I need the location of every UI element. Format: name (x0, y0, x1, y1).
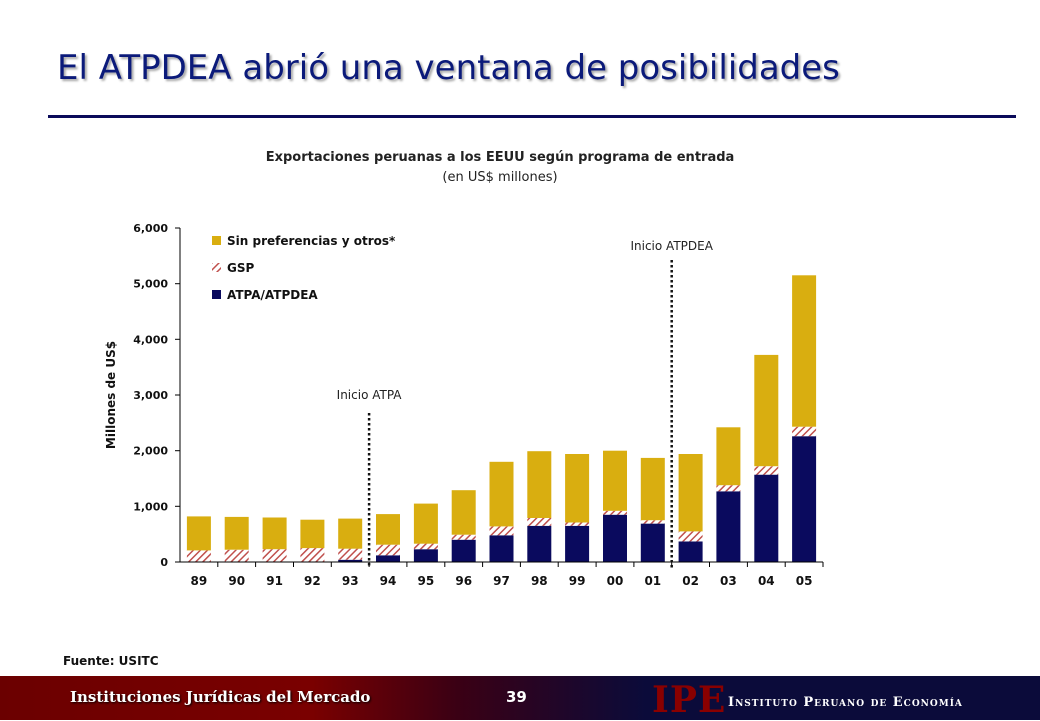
bar-atpa (678, 541, 703, 562)
bar-atpa (754, 474, 779, 562)
bar-atpa (451, 539, 476, 562)
y-tick-label: 3,000 (133, 389, 168, 402)
x-tick-label: 92 (304, 574, 321, 588)
bar-gsp (376, 544, 400, 556)
bar-atpa (565, 525, 590, 562)
y-tick-label: 1,000 (133, 500, 168, 513)
x-tick-label: 04 (758, 574, 775, 588)
bar-sin-preferencias (186, 516, 211, 551)
bar-gsp (262, 549, 287, 562)
bar-gsp (489, 526, 514, 536)
bar-gsp (338, 548, 363, 560)
bar-atpa (489, 535, 514, 562)
source-note: Fuente: USITC (63, 654, 159, 668)
bar-sin-preferencias (565, 454, 590, 523)
title-divider (48, 115, 1016, 118)
bar-sin-preferencias (754, 354, 779, 467)
bar-gsp (413, 543, 438, 550)
x-tick-label: 99 (569, 574, 586, 588)
bar-gsp (678, 531, 703, 542)
bar-sin-preferencias (489, 461, 514, 527)
x-tick-label: 91 (266, 574, 283, 588)
x-tick-label: 03 (720, 574, 737, 588)
annotation-label: Inicio ATPDEA (630, 239, 713, 253)
y-tick-label: 4,000 (133, 333, 168, 346)
bar-sin-preferencias (224, 516, 249, 550)
bar-atpa (716, 491, 741, 562)
chart-title: Exportaciones peruanas a los EEUU según … (265, 150, 735, 165)
y-axis-label: Millones de US$ (104, 341, 118, 449)
bar-atpa (338, 559, 363, 562)
x-tick-label: 93 (342, 574, 359, 588)
bar-atpa (376, 555, 400, 562)
bar-sin-preferencias (300, 519, 325, 549)
legend-swatch (212, 290, 221, 299)
x-tick-label: 94 (380, 574, 397, 588)
x-tick-label: 97 (493, 574, 510, 588)
stacked-bar-chart: 89 90 91 92 93 94 95 96 97 98 99 00 01 02 03 04 05 0 1,000… (104, 222, 824, 588)
legend-swatch (212, 263, 221, 272)
bar-sin-preferencias (716, 427, 741, 486)
bar-atpa (603, 514, 627, 562)
bar-gsp (451, 534, 476, 540)
x-tick-label: 05 (796, 574, 813, 588)
x-tick-label: 89 (191, 574, 208, 588)
x-tick-label: 00 (607, 574, 624, 588)
bar-gsp (224, 549, 249, 562)
bar-sin-preferencias (640, 457, 665, 521)
bar-sin-preferencias (451, 490, 476, 535)
bar-gsp (300, 548, 325, 562)
bar-atpa (413, 549, 438, 562)
bar-atpa (527, 525, 552, 562)
footer-bar (0, 676, 1040, 720)
bar-sin-preferencias (376, 514, 400, 545)
bar-gsp (603, 510, 627, 515)
bar-gsp (640, 520, 665, 524)
bar-gsp (186, 550, 211, 562)
bar-sin-preferencias (413, 503, 438, 544)
x-tick-label: 01 (644, 574, 661, 588)
bar-gsp (716, 485, 741, 492)
legend-label: ATPA/ATPDEA (227, 288, 318, 302)
bar-gsp (792, 426, 817, 437)
y-tick-label: 5,000 (133, 278, 168, 291)
legend-label: Sin preferencias y otros* (227, 234, 396, 248)
x-tick-label: 95 (418, 574, 435, 588)
y-tick-label: 6,000 (133, 222, 168, 235)
bar-gsp (527, 518, 552, 526)
bar-sin-preferencias (603, 450, 627, 511)
bar-atpa (640, 523, 665, 562)
institute-name: Instituto Peruano de Economía (728, 695, 963, 710)
bar-sin-preferencias (678, 454, 703, 532)
bar-gsp (565, 522, 590, 526)
footer-text: Instituciones Jurídicas del Mercado (70, 688, 371, 706)
chart-subtitle: (en US$ millones) (442, 170, 558, 185)
x-tick-label: 02 (682, 574, 699, 588)
bar-gsp (754, 466, 779, 475)
legend-swatch (212, 236, 221, 245)
annotation-label: Inicio ATPA (337, 388, 403, 402)
bar-atpa (792, 436, 817, 562)
page-number: 39 (506, 688, 527, 706)
bar-sin-preferencias (338, 518, 363, 549)
x-tick-label: 90 (228, 574, 245, 588)
y-tick-label: 0 (160, 556, 168, 569)
x-tick-label: 98 (531, 574, 548, 588)
bar-sin-preferencias (792, 275, 817, 427)
legend-label: GSP (227, 261, 254, 275)
bar-sin-preferencias (527, 451, 552, 518)
bar-sin-preferencias (262, 517, 287, 550)
slide-title: El ATPDEA abrió una ventana de posibilid… (57, 48, 840, 88)
x-tick-label: 96 (455, 574, 472, 588)
ipe-logo: IPE (652, 679, 727, 721)
y-tick-label: 2,000 (133, 445, 168, 458)
